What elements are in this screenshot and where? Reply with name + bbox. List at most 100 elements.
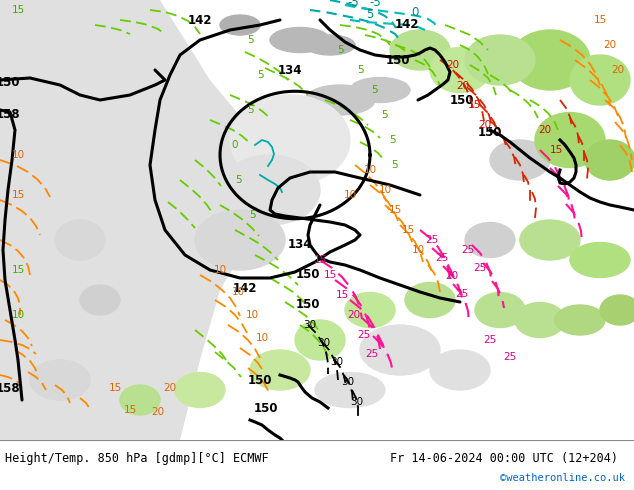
- Text: 20: 20: [604, 40, 616, 50]
- Ellipse shape: [305, 85, 375, 115]
- Text: 10: 10: [363, 165, 377, 175]
- Text: 20: 20: [456, 81, 470, 91]
- Text: 20: 20: [347, 310, 361, 320]
- Text: 5: 5: [247, 105, 254, 115]
- Text: 10: 10: [344, 190, 356, 200]
- Ellipse shape: [80, 285, 120, 315]
- Ellipse shape: [475, 293, 525, 327]
- Text: 10: 10: [378, 185, 392, 195]
- Text: 25: 25: [365, 349, 378, 359]
- Ellipse shape: [585, 140, 634, 180]
- Text: 5: 5: [382, 110, 388, 120]
- Text: 25: 25: [455, 289, 469, 299]
- Ellipse shape: [515, 302, 565, 338]
- Text: 20: 20: [164, 383, 176, 393]
- Text: 150: 150: [385, 53, 410, 67]
- Text: 30: 30: [304, 320, 316, 330]
- Text: 150: 150: [478, 125, 502, 139]
- Ellipse shape: [430, 350, 490, 390]
- Text: 15: 15: [124, 405, 136, 415]
- Text: 5: 5: [337, 45, 344, 55]
- Text: 15: 15: [108, 383, 122, 393]
- Ellipse shape: [555, 305, 605, 335]
- Ellipse shape: [55, 220, 105, 260]
- Ellipse shape: [195, 210, 285, 270]
- Text: 10: 10: [256, 333, 269, 343]
- Text: 15: 15: [550, 145, 562, 155]
- Text: 15: 15: [593, 15, 607, 25]
- Text: 134: 134: [278, 64, 302, 76]
- Ellipse shape: [220, 15, 260, 35]
- Ellipse shape: [295, 320, 345, 360]
- Ellipse shape: [390, 30, 450, 70]
- Text: 20: 20: [446, 60, 460, 70]
- Text: 25: 25: [462, 245, 475, 255]
- Text: 15: 15: [11, 5, 25, 15]
- Text: 25: 25: [358, 330, 371, 340]
- Ellipse shape: [250, 350, 310, 390]
- Ellipse shape: [350, 77, 410, 102]
- Text: 15: 15: [401, 225, 415, 235]
- Text: 142: 142: [188, 14, 212, 26]
- Ellipse shape: [535, 113, 605, 168]
- Ellipse shape: [510, 30, 590, 90]
- Text: 25: 25: [436, 253, 449, 263]
- Text: 25: 25: [503, 352, 517, 362]
- Text: Fr 14-06-2024 00:00 UTC (12+204): Fr 14-06-2024 00:00 UTC (12+204): [390, 451, 618, 465]
- Text: 5: 5: [247, 35, 254, 45]
- Text: 134: 134: [288, 238, 313, 250]
- Text: 15: 15: [313, 255, 327, 265]
- Text: 5: 5: [257, 70, 263, 80]
- Text: 0: 0: [411, 6, 418, 20]
- Ellipse shape: [490, 140, 550, 180]
- Ellipse shape: [465, 35, 535, 85]
- Ellipse shape: [175, 372, 225, 408]
- Text: 150: 150: [295, 298, 320, 312]
- Text: 15: 15: [11, 265, 25, 275]
- Text: 10: 10: [11, 150, 25, 160]
- Text: 30: 30: [342, 377, 354, 387]
- Ellipse shape: [120, 385, 160, 415]
- Ellipse shape: [220, 155, 320, 225]
- Ellipse shape: [465, 222, 515, 258]
- Text: Height/Temp. 850 hPa [gdmp][°C] ECMWF: Height/Temp. 850 hPa [gdmp][°C] ECMWF: [5, 451, 269, 465]
- Text: 5: 5: [366, 8, 373, 22]
- Text: 15: 15: [389, 205, 401, 215]
- Text: 5: 5: [357, 65, 363, 75]
- Text: 10: 10: [245, 310, 259, 320]
- Ellipse shape: [570, 243, 630, 277]
- Text: 5: 5: [372, 85, 378, 95]
- Text: 20: 20: [152, 407, 165, 417]
- Text: 150: 150: [450, 94, 474, 106]
- Polygon shape: [0, 0, 270, 440]
- Ellipse shape: [270, 27, 330, 52]
- Text: ©weatheronline.co.uk: ©weatheronline.co.uk: [500, 473, 625, 483]
- Text: 20: 20: [611, 65, 624, 75]
- Ellipse shape: [520, 220, 580, 260]
- Text: 25: 25: [483, 335, 496, 345]
- Text: 150: 150: [295, 269, 320, 281]
- Text: 0: 0: [232, 140, 238, 150]
- Text: 142: 142: [233, 281, 257, 294]
- Ellipse shape: [405, 283, 455, 318]
- Ellipse shape: [600, 295, 634, 325]
- Ellipse shape: [230, 95, 350, 185]
- Text: 150: 150: [248, 373, 272, 387]
- Ellipse shape: [315, 372, 385, 408]
- Text: 15: 15: [467, 100, 481, 110]
- Text: 30: 30: [351, 397, 363, 407]
- Text: 158: 158: [0, 108, 20, 122]
- Text: 15: 15: [335, 290, 349, 300]
- Ellipse shape: [430, 48, 490, 93]
- Text: -5: -5: [369, 0, 381, 9]
- Text: 20: 20: [538, 125, 552, 135]
- Text: 25: 25: [425, 235, 439, 245]
- Text: 10: 10: [214, 265, 226, 275]
- Text: 15: 15: [323, 270, 337, 280]
- Text: 5: 5: [249, 210, 256, 220]
- Text: 30: 30: [330, 357, 344, 367]
- Text: 5: 5: [235, 175, 242, 185]
- Text: 15: 15: [11, 190, 25, 200]
- Text: 150: 150: [254, 401, 278, 415]
- Ellipse shape: [305, 35, 355, 55]
